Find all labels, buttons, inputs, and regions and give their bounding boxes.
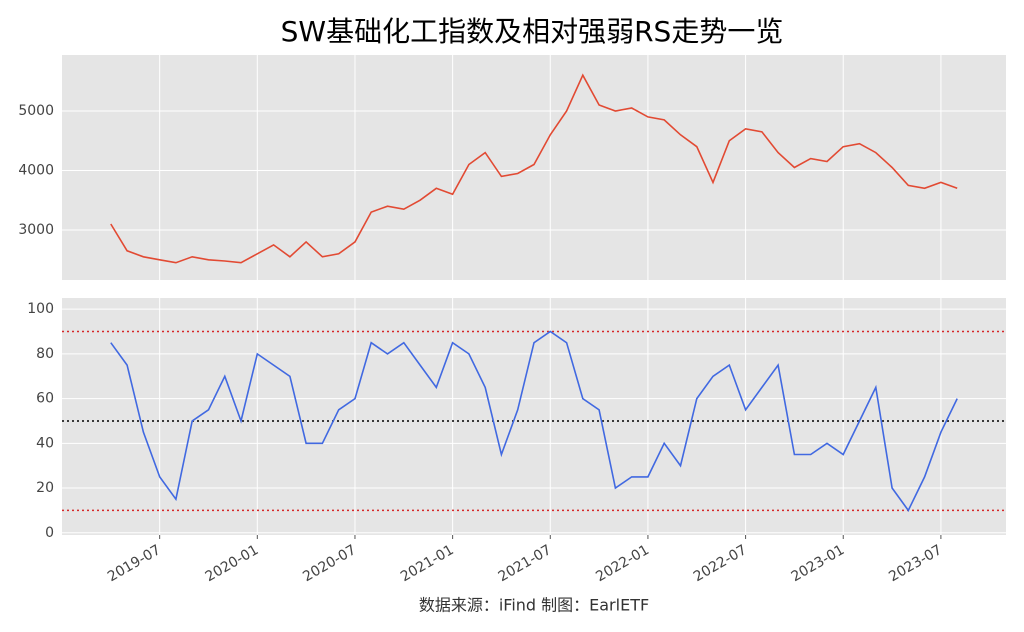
y-tick-label: 40 <box>36 435 54 451</box>
chart-title: SW基础化工指数及相对强弱RS走势一览 <box>281 15 784 48</box>
x-tick-label: 2020-07 <box>300 542 359 585</box>
x-tick-label: 2021-07 <box>496 542 555 585</box>
x-tick-label: 2020-01 <box>203 542 262 585</box>
x-tick-label: 2023-01 <box>789 542 848 585</box>
y-tick-label: 60 <box>36 391 54 407</box>
x-tick-label: 2022-01 <box>593 542 652 585</box>
x-tick-label: 2022-07 <box>691 542 750 585</box>
x-tick-label: 2021-01 <box>398 542 457 585</box>
y-tick-label: 100 <box>27 301 54 317</box>
plot-background <box>62 298 1006 535</box>
data-line <box>110 73 958 264</box>
source-note: 数据来源：iFind 制图：EarlETF <box>419 596 649 615</box>
y-tick-label: 0 <box>45 525 54 541</box>
y-tick-label: 80 <box>36 346 54 362</box>
data-line <box>110 330 958 512</box>
x-tick-label: 2019-07 <box>105 542 164 585</box>
plot-background <box>62 55 1006 280</box>
y-tick-label: 20 <box>36 480 54 496</box>
y-tick-label: 4000 <box>18 162 54 178</box>
y-tick-label: 5000 <box>18 103 54 119</box>
x-tick-label: 2023-07 <box>886 542 945 585</box>
y-tick-label: 3000 <box>18 222 54 238</box>
